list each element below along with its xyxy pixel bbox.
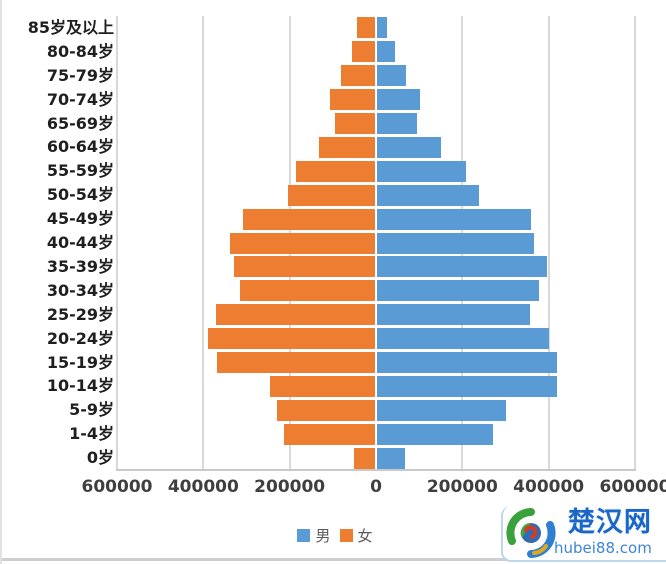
y-axis-label: 80-84岁 bbox=[46, 41, 114, 61]
y-axis-label: 45-49岁 bbox=[46, 209, 114, 229]
bar-female-5 bbox=[318, 136, 376, 158]
bar-male-5 bbox=[376, 136, 442, 158]
bar-female-17 bbox=[283, 423, 376, 445]
y-axis-label: 5-9岁 bbox=[69, 400, 114, 420]
male-swatch-icon bbox=[297, 528, 311, 542]
x-axis-tick-label: 400000 bbox=[513, 477, 585, 497]
bar-female-11 bbox=[239, 280, 376, 302]
bar-male-13 bbox=[376, 328, 550, 350]
bar-female-16 bbox=[276, 399, 376, 421]
bar-female-15 bbox=[269, 375, 376, 397]
x-axis-tick-label: 600000 bbox=[599, 477, 666, 497]
legend-label-male: 男 bbox=[315, 526, 331, 545]
female-swatch-icon bbox=[339, 528, 353, 542]
bar-male-14 bbox=[376, 351, 557, 373]
bar-female-9 bbox=[230, 232, 376, 254]
bar-male-8 bbox=[376, 208, 532, 230]
watermark-domain: hubei88.com bbox=[554, 539, 652, 557]
bar-female-0 bbox=[357, 17, 376, 39]
gridline bbox=[202, 16, 205, 470]
watermark-title: 楚汉网 bbox=[567, 507, 652, 538]
y-axis-label: 55-59岁 bbox=[46, 161, 114, 181]
y-axis-label: 50-54岁 bbox=[46, 185, 114, 205]
bar-female-18 bbox=[353, 447, 376, 469]
bar-female-7 bbox=[288, 184, 376, 206]
y-axis-label: 0岁 bbox=[86, 448, 114, 468]
y-axis-label: 85岁及以上 bbox=[27, 18, 114, 37]
bar-female-1 bbox=[352, 41, 376, 63]
globe-swirl-icon bbox=[506, 508, 556, 558]
bar-male-11 bbox=[376, 280, 540, 302]
bar-female-4 bbox=[335, 113, 376, 135]
y-axis-label: 20-24岁 bbox=[46, 328, 114, 348]
bar-female-8 bbox=[242, 208, 376, 230]
y-axis-label: 60-64岁 bbox=[46, 137, 114, 157]
y-axis-label: 1-4岁 bbox=[69, 424, 114, 444]
y-axis-label: 15-19岁 bbox=[46, 352, 114, 372]
x-axis-tick-label: 600000 bbox=[81, 477, 153, 497]
y-axis-label: 30-34岁 bbox=[46, 280, 114, 300]
y-axis-label: 10-14岁 bbox=[46, 376, 114, 396]
bar-male-9 bbox=[376, 232, 534, 254]
bar-female-6 bbox=[295, 160, 376, 182]
watermark-text: 楚汉网 hubei88.com bbox=[554, 507, 652, 557]
legend-label-female: 女 bbox=[357, 526, 373, 545]
bar-male-3 bbox=[376, 89, 420, 111]
gridline bbox=[116, 16, 118, 470]
x-axis-tick-label: 0 bbox=[370, 477, 382, 497]
x-axis-tick-label: 200000 bbox=[254, 477, 326, 497]
bar-male-0 bbox=[376, 17, 387, 39]
bar-male-15 bbox=[376, 375, 557, 397]
bar-female-13 bbox=[208, 328, 376, 350]
bar-male-18 bbox=[376, 447, 405, 469]
bar-female-2 bbox=[341, 65, 376, 87]
page-bottom-border bbox=[2, 558, 666, 561]
y-axis-label: 70-74岁 bbox=[46, 89, 114, 109]
bar-male-16 bbox=[376, 399, 507, 421]
bar-male-2 bbox=[376, 65, 407, 87]
bar-male-10 bbox=[376, 256, 547, 278]
x-axis-line bbox=[116, 469, 636, 471]
bar-male-1 bbox=[376, 41, 395, 63]
y-axis-label: 40-44岁 bbox=[46, 233, 114, 253]
bar-male-4 bbox=[376, 113, 417, 135]
bar-male-6 bbox=[376, 160, 467, 182]
y-axis-label: 75-79岁 bbox=[46, 65, 114, 85]
bar-male-12 bbox=[376, 304, 530, 326]
bar-female-12 bbox=[215, 304, 376, 326]
x-axis-tick-label: 200000 bbox=[426, 477, 498, 497]
watermark-logo: 楚汉网 hubei88.com bbox=[501, 506, 666, 562]
bar-male-7 bbox=[376, 184, 480, 206]
gridline bbox=[633, 16, 636, 470]
bar-female-14 bbox=[217, 351, 376, 373]
bar-female-10 bbox=[233, 256, 376, 278]
gridline bbox=[547, 16, 550, 470]
bar-male-17 bbox=[376, 423, 494, 445]
y-axis-label: 25-29岁 bbox=[46, 304, 114, 324]
x-axis-tick-label: 400000 bbox=[167, 477, 239, 497]
y-axis-label: 65-69岁 bbox=[46, 113, 114, 133]
legend: 男 女 bbox=[2, 525, 666, 546]
y-axis-label: 35-39岁 bbox=[46, 256, 114, 276]
bar-female-3 bbox=[329, 89, 376, 111]
plot-area: 85岁及以上 80-84岁 75-79岁 70-74岁 65-69岁 60-64岁 55-5… bbox=[2, 0, 666, 470]
legend-item-female: 女 bbox=[339, 525, 373, 546]
legend-item-male: 男 bbox=[297, 525, 331, 546]
